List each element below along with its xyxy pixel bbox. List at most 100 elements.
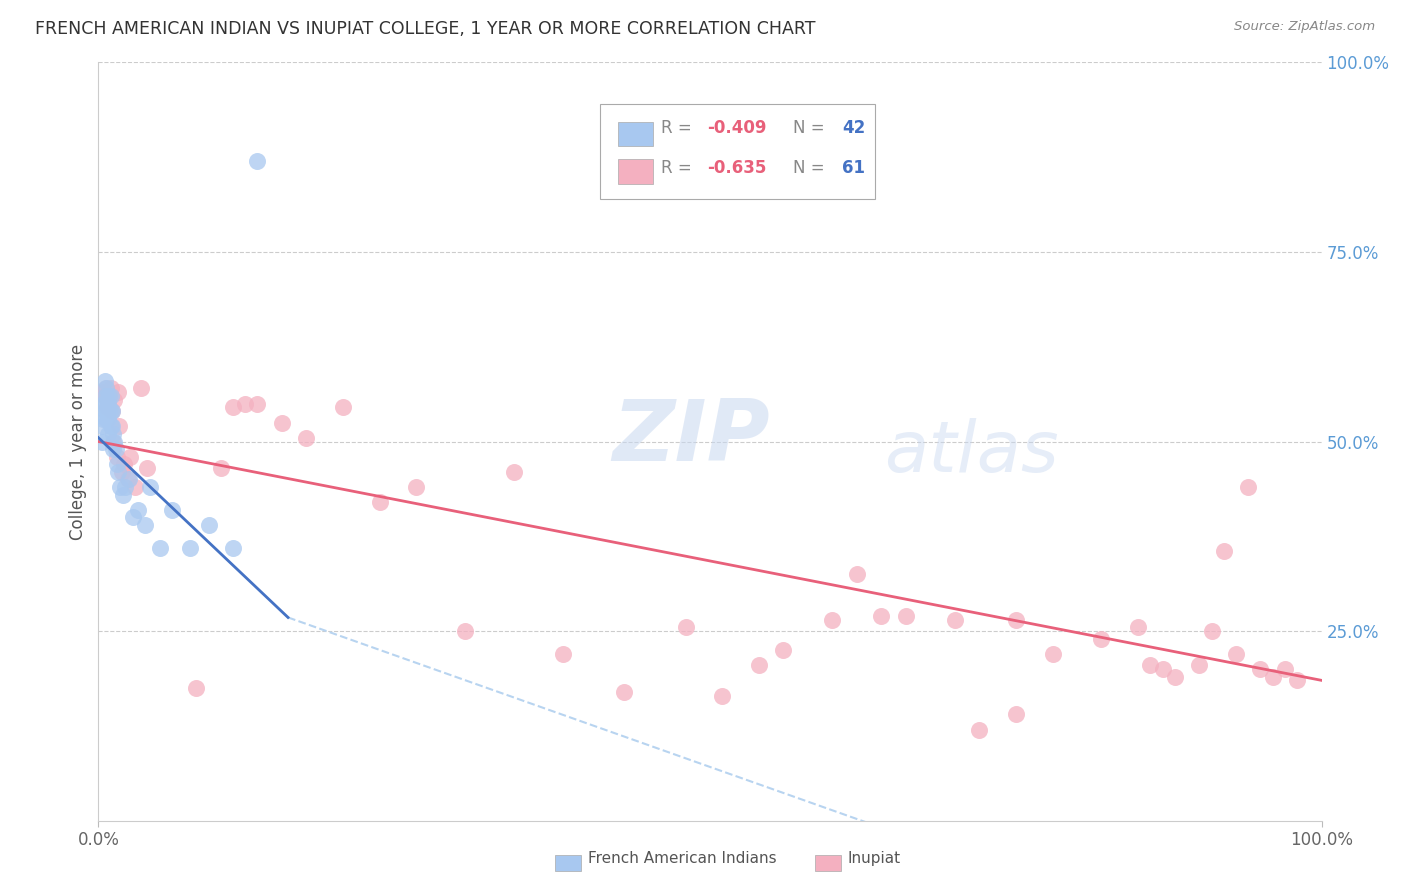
Point: [97, 392, 120, 407]
Point: [222, 401, 245, 415]
Point: [222, 541, 245, 555]
Point: [103, 434, 125, 449]
Text: N =: N =: [793, 120, 830, 137]
Point: [94, 382, 117, 396]
Point: [748, 658, 770, 673]
Point: [1237, 480, 1260, 494]
Text: atlas: atlas: [884, 418, 1059, 487]
Point: [1274, 662, 1296, 676]
Point: [105, 450, 128, 464]
Point: [129, 382, 152, 396]
Point: [93, 374, 115, 388]
Point: [233, 396, 256, 410]
Point: [711, 689, 734, 703]
Point: [121, 510, 143, 524]
Point: [101, 404, 124, 418]
Point: [209, 461, 232, 475]
Point: [454, 624, 477, 639]
Point: [101, 442, 124, 457]
Text: Source: ZipAtlas.com: Source: ZipAtlas.com: [1234, 20, 1375, 33]
Point: [332, 401, 354, 415]
Point: [91, 385, 114, 400]
Point: [96, 389, 118, 403]
Point: [105, 458, 128, 472]
Point: [1152, 662, 1174, 676]
Text: -0.409: -0.409: [707, 120, 768, 137]
Text: N =: N =: [793, 159, 830, 177]
FancyBboxPatch shape: [600, 104, 875, 199]
Point: [1261, 669, 1284, 683]
Point: [139, 480, 162, 494]
Point: [127, 503, 149, 517]
Point: [111, 487, 134, 501]
Point: [160, 503, 183, 517]
Point: [98, 389, 121, 403]
Point: [124, 480, 146, 494]
Point: [967, 723, 990, 737]
Point: [1212, 544, 1234, 558]
Point: [943, 613, 966, 627]
Point: [97, 396, 120, 410]
Text: 42: 42: [842, 120, 865, 137]
Point: [1004, 707, 1026, 722]
Point: [1286, 673, 1309, 688]
Point: [103, 392, 125, 407]
Point: [613, 685, 636, 699]
Point: [270, 416, 294, 430]
Point: [101, 419, 124, 434]
Point: [101, 434, 124, 449]
Text: Inupiat: Inupiat: [848, 851, 901, 865]
Point: [94, 412, 117, 426]
Point: [91, 396, 114, 410]
Point: [98, 404, 121, 418]
Point: [112, 458, 135, 472]
Point: [91, 419, 114, 434]
Point: [120, 450, 142, 464]
Point: [503, 465, 526, 479]
Point: [104, 442, 127, 457]
Point: [1004, 613, 1026, 627]
Point: [894, 608, 917, 623]
Point: [93, 404, 115, 418]
Point: [197, 517, 219, 532]
Point: [93, 389, 115, 403]
Point: [368, 495, 391, 509]
Point: [1201, 624, 1223, 639]
Point: [1042, 647, 1064, 661]
Point: [1090, 632, 1112, 646]
Text: -0.635: -0.635: [707, 159, 766, 177]
Point: [100, 404, 122, 418]
Point: [1139, 658, 1161, 673]
Point: [96, 404, 118, 418]
Point: [101, 404, 124, 418]
Point: [870, 608, 893, 623]
Point: [246, 396, 269, 410]
Point: [98, 401, 121, 415]
Point: [97, 412, 120, 426]
Point: [553, 647, 575, 661]
Point: [107, 385, 129, 400]
Point: [94, 396, 117, 410]
Point: [111, 465, 134, 479]
Point: [179, 541, 201, 555]
Text: R =: R =: [661, 159, 697, 177]
Point: [91, 412, 114, 426]
Point: [1225, 647, 1247, 661]
Point: [100, 389, 122, 403]
Text: 61: 61: [842, 159, 865, 177]
Point: [100, 419, 122, 434]
Point: [134, 517, 156, 532]
Point: [110, 480, 132, 494]
Point: [246, 153, 269, 168]
Point: [821, 613, 844, 627]
Point: [93, 389, 115, 403]
Point: [118, 473, 141, 487]
Point: [108, 419, 131, 434]
Point: [149, 541, 172, 555]
Point: [107, 465, 129, 479]
Point: [136, 461, 159, 475]
Point: [1249, 662, 1271, 676]
FancyBboxPatch shape: [619, 121, 652, 145]
Point: [96, 401, 118, 415]
Point: [675, 620, 697, 634]
